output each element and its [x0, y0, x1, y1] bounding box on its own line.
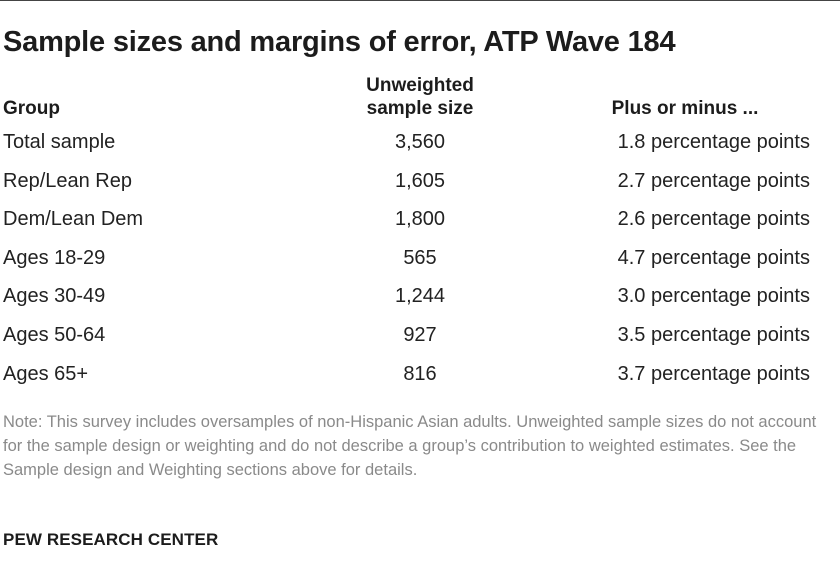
cell-margin-of-error: 2.7 percentage points [617, 169, 810, 192]
cell-sample-size: 1,800 [394, 208, 446, 231]
cell-group: Ages 18-29 [3, 246, 106, 269]
cell-group: Dem/Lean Dem [3, 208, 144, 231]
cell-margin-of-error: 3.7 percentage points [617, 362, 810, 385]
header-sample-size: Unweighted sample size [340, 74, 500, 120]
table-row: Ages 65+ 816 3.7 percentage points [0, 356, 840, 395]
table-row: Dem/Lean Dem 1,800 2.6 percentage points [0, 201, 840, 240]
cell-margin-of-error: 1.8 percentage points [617, 131, 810, 153]
cell-sample-size: 1,605 [394, 169, 446, 192]
cell-group: Ages 65+ [3, 362, 89, 385]
header-margin-of-error: Plus or minus ... [611, 98, 759, 119]
cell-sample-size: 3,560 [394, 131, 446, 153]
header-sample-line1: Unweighted [366, 75, 474, 96]
cell-group: Total sample [3, 131, 116, 153]
table-row: Rep/Lean Rep 1,605 2.7 percentage points [0, 163, 840, 202]
cell-margin-of-error: 2.6 percentage points [617, 208, 810, 231]
table-row: Ages 18-29 565 4.7 percentage points [0, 240, 840, 279]
cell-group: Rep/Lean Rep [3, 169, 132, 192]
cell-sample-size: 565 [403, 246, 437, 269]
cell-sample-size: 816 [403, 362, 437, 385]
page-title: Sample sizes and margins of error, ATP W… [3, 26, 676, 58]
top-rule [0, 0, 840, 1]
source-credit: PEW RESEARCH CENTER [3, 530, 219, 549]
cell-margin-of-error: 3.0 percentage points [617, 285, 810, 308]
table-header: Group Unweighted sample size Plus or min… [0, 74, 840, 124]
cell-margin-of-error: 3.5 percentage points [617, 323, 810, 346]
header-group: Group [3, 98, 60, 119]
cell-sample-size: 1,244 [394, 285, 446, 308]
cell-sample-size: 927 [403, 323, 437, 346]
cell-group: Ages 50-64 [3, 323, 106, 346]
cell-group: Ages 30-49 [3, 285, 106, 308]
cell-margin-of-error: 4.7 percentage points [617, 246, 810, 269]
table-row: Ages 30-49 1,244 3.0 percentage points [0, 278, 840, 317]
footnote: Note: This survey includes oversamples o… [3, 413, 817, 479]
table-row: Total sample 3,560 1.8 percentage points [0, 124, 840, 163]
table-row: Ages 50-64 927 3.5 percentage points [0, 317, 840, 356]
header-sample-line2: sample size [366, 98, 474, 119]
table-body: Total sample 3,560 1.8 percentage points… [0, 124, 840, 394]
